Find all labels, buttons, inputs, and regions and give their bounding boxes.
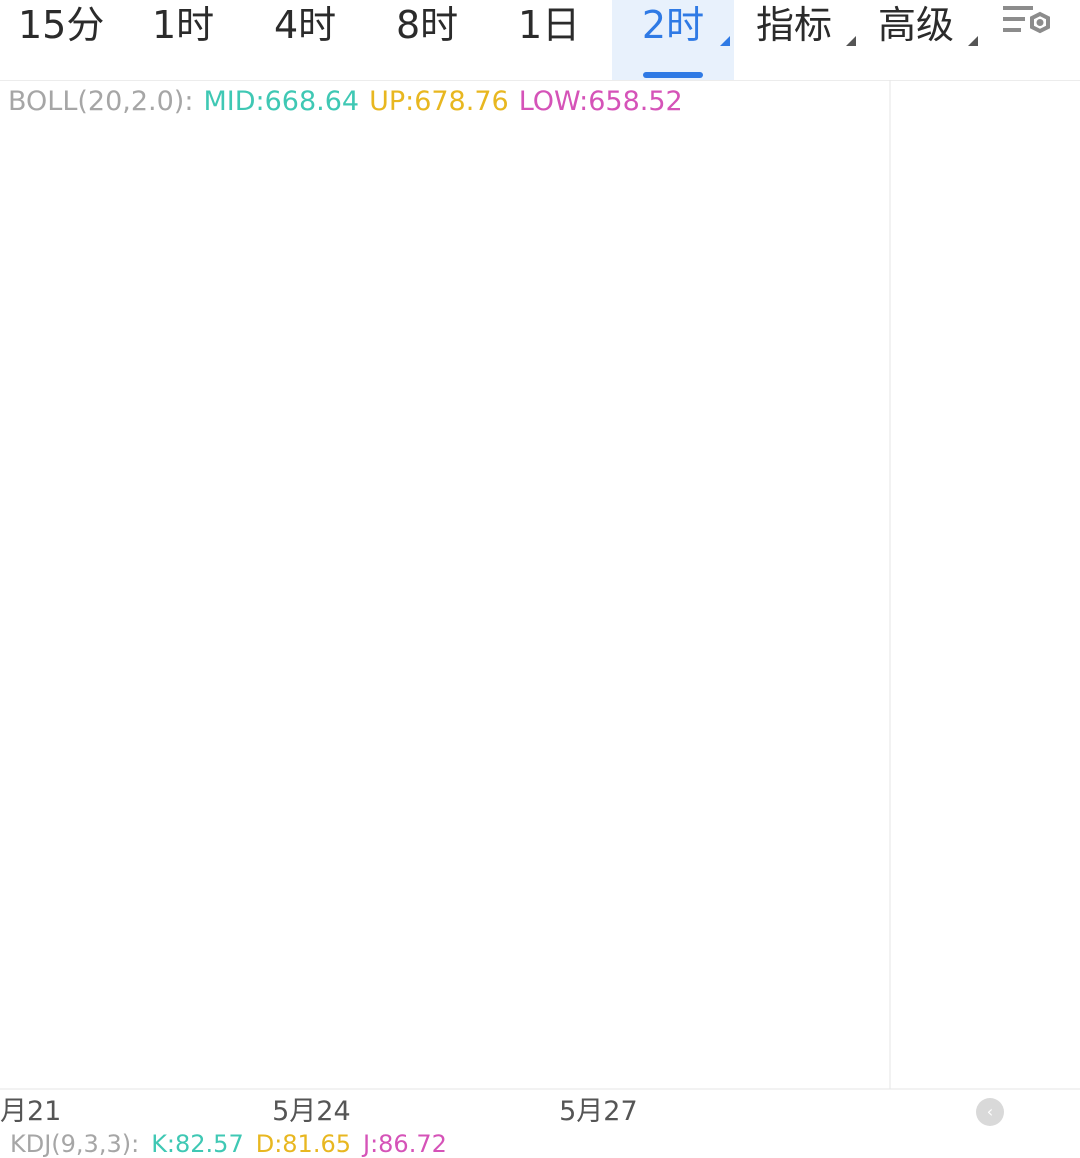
chart-settings-icon bbox=[1003, 6, 1050, 34]
dropdown-triangle-icon bbox=[968, 36, 978, 46]
tab-label: 1时 bbox=[152, 3, 215, 47]
boll-lower-value: LOW:658.52 bbox=[518, 86, 683, 117]
tab-label: 2时 bbox=[641, 3, 705, 47]
boll-upper-value: UP:678.76 bbox=[369, 86, 509, 117]
x-tick-label: 月21 bbox=[0, 1096, 61, 1127]
kdj-d-value: D:81.65 bbox=[255, 1130, 351, 1158]
tab-label: 高级 bbox=[878, 3, 955, 47]
tab-label: 15分 bbox=[18, 3, 105, 47]
tab-label: 1日 bbox=[518, 3, 581, 47]
x-tick-label: 5月24 bbox=[272, 1096, 351, 1127]
active-tab-indicator bbox=[643, 72, 703, 78]
tab-7[interactable]: 高级 bbox=[878, 0, 982, 80]
tab-2[interactable]: 4时 bbox=[274, 0, 344, 80]
tab-1[interactable]: 1时 bbox=[152, 0, 222, 80]
kdj-k-value: K:82.57 bbox=[151, 1130, 244, 1158]
chart-nav-badge[interactable]: ‹ bbox=[976, 1098, 1004, 1126]
candlestick-chart[interactable]: 640645650655660665670675680685690695691.… bbox=[0, 80, 1080, 1132]
kdj-legend: KDJ(9,3,3): K:82.57 D:81.65 J:86.72 bbox=[10, 1132, 459, 1156]
tab-label: 指标 bbox=[756, 3, 833, 47]
boll-prefix: BOLL(20,2.0): bbox=[8, 86, 194, 117]
boll-legend: BOLL(20,2.0): MID:668.64 UP:678.76 LOW:658.… bbox=[8, 86, 693, 118]
tab-5[interactable]: 2时 bbox=[612, 0, 734, 80]
kdj-prefix: KDJ(9,3,3): bbox=[10, 1130, 140, 1158]
tab-6[interactable]: 指标 bbox=[756, 0, 860, 80]
chart-settings-button[interactable] bbox=[1000, 0, 1060, 50]
period-tab-bar: 15分 1时 4时 8时 1日 2时 指标 高级 bbox=[0, 0, 1080, 81]
tab-3[interactable]: 8时 bbox=[396, 0, 466, 80]
tab-4[interactable]: 1日 bbox=[518, 0, 588, 80]
dropdown-triangle-icon bbox=[846, 36, 856, 46]
kdj-j-value: J:86.72 bbox=[363, 1130, 447, 1158]
tab-0[interactable]: 15分 bbox=[18, 0, 108, 80]
x-tick-label: 5月27 bbox=[559, 1096, 638, 1127]
dropdown-triangle-icon bbox=[720, 36, 730, 46]
boll-mid-value: MID:668.64 bbox=[203, 86, 360, 117]
tab-label: 4时 bbox=[274, 3, 337, 47]
tab-label: 8时 bbox=[396, 3, 459, 47]
